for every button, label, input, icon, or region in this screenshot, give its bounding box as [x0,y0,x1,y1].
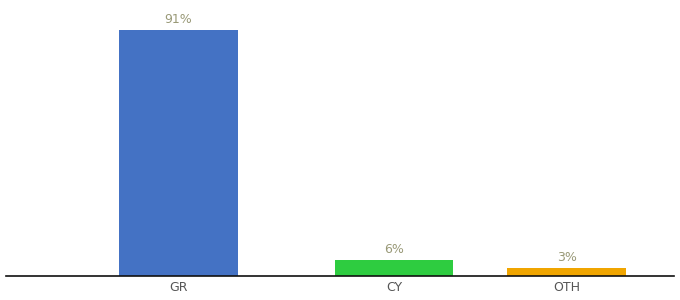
Bar [335,260,454,276]
Text: 6%: 6% [384,243,404,256]
Text: 3%: 3% [557,251,577,264]
Text: 91%: 91% [165,13,192,26]
Bar [119,30,237,276]
Bar [507,268,626,276]
